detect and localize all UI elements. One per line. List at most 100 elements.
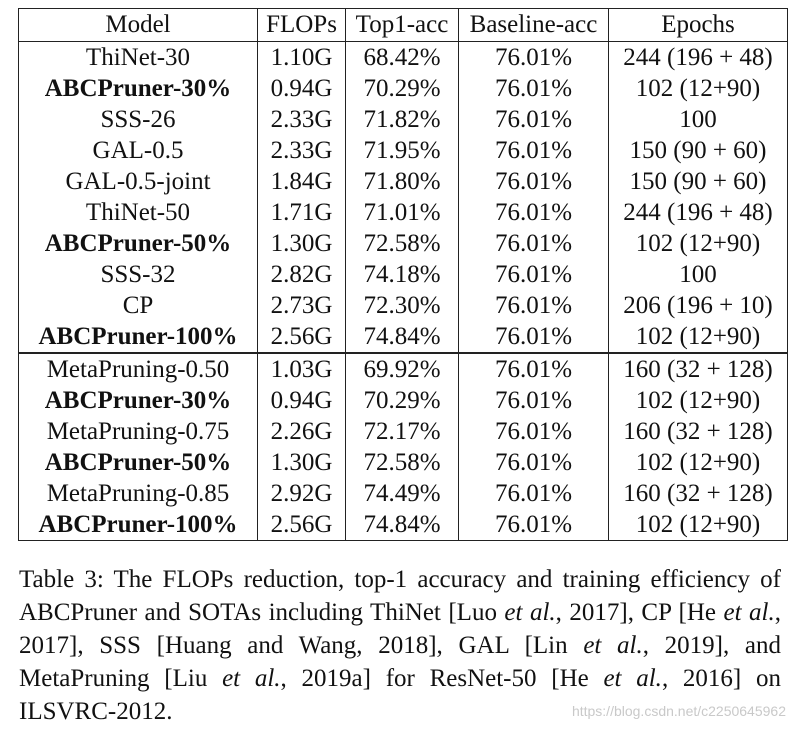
caption-italic: et al. bbox=[583, 632, 643, 659]
cell-top1-acc: 74.49% bbox=[345, 478, 459, 509]
cell-flops: 2.26G bbox=[257, 416, 346, 447]
cell-baseline-acc: 76.01% bbox=[458, 385, 609, 416]
table-row: ABCPruner-50% 1.30G 72.58% 76.01% 102 (12+90… bbox=[19, 447, 788, 478]
cell-baseline-acc: 76.01% bbox=[458, 228, 609, 259]
cell-top1-acc: 72.17% bbox=[345, 416, 459, 447]
cell-model: ABCPruner-100% bbox=[38, 510, 238, 538]
table-header-row: Model FLOPs Top1-acc Baseline-acc Epochs bbox=[18, 8, 788, 42]
table-row: ABCPruner-30% 0.94G 70.29% 76.01% 102 (12+90… bbox=[19, 385, 788, 416]
header-epochs: Epochs bbox=[608, 8, 788, 42]
cell-top1-acc: 68.42% bbox=[345, 41, 459, 73]
cell-model: SSS-26 bbox=[100, 105, 176, 133]
cell-epochs: 100 bbox=[608, 259, 788, 290]
cell-flops: 1.30G bbox=[257, 447, 346, 478]
cell-top1-acc: 74.84% bbox=[345, 509, 459, 541]
cell-top1-acc: 71.95% bbox=[345, 135, 459, 166]
watermark: https://blog.csdn.net/c2250645962 bbox=[571, 703, 786, 719]
table-row: MetaPruning-0.75 2.26G 72.17% 76.01% 160 (32… bbox=[19, 416, 788, 447]
cell-top1-acc: 74.84% bbox=[345, 321, 459, 353]
cell-top1-acc: 72.58% bbox=[345, 447, 459, 478]
header-top1-acc: Top1-acc bbox=[345, 8, 459, 42]
cell-top1-acc: 69.92% bbox=[345, 352, 459, 385]
cell-top1-acc: 70.29% bbox=[345, 385, 459, 416]
caption-italic: et al. bbox=[603, 665, 662, 692]
cell-baseline-acc: 76.01% bbox=[458, 352, 609, 385]
caption-italic: et al. bbox=[723, 599, 775, 626]
cell-epochs: 100 bbox=[608, 104, 788, 135]
cell-model: MetaPruning-0.75 bbox=[46, 417, 230, 445]
cell-epochs: 102 (12+90) bbox=[608, 228, 788, 259]
cell-flops: 1.03G bbox=[257, 352, 346, 385]
cell-baseline-acc: 76.01% bbox=[458, 41, 609, 73]
cell-baseline-acc: 76.01% bbox=[458, 197, 609, 228]
cell-top1-acc: 71.80% bbox=[345, 166, 459, 197]
cell-baseline-acc: 76.01% bbox=[458, 509, 609, 541]
cell-flops: 1.10G bbox=[257, 41, 346, 73]
cell-model: ThiNet-50 bbox=[85, 198, 191, 226]
cell-model: SSS-32 bbox=[100, 260, 176, 288]
cell-top1-acc: 71.82% bbox=[345, 104, 459, 135]
cell-flops: 2.33G bbox=[257, 104, 346, 135]
cell-epochs: 160 (32 + 128) bbox=[608, 352, 788, 385]
cell-model: ABCPruner-30% bbox=[44, 74, 232, 102]
cell-baseline-acc: 76.01% bbox=[458, 259, 609, 290]
cell-epochs: 150 (90 + 60) bbox=[608, 166, 788, 197]
cell-flops: 1.84G bbox=[257, 166, 346, 197]
table-row: SSS-26 2.33G 71.82% 76.01% 100 bbox=[19, 104, 788, 135]
header-flops: FLOPs bbox=[257, 8, 346, 42]
table-caption: Table 3: The FLOPs reduction, top-1 accu… bbox=[19, 563, 781, 728]
cell-flops: 2.73G bbox=[257, 290, 346, 321]
caption-italic: et al. bbox=[222, 665, 281, 692]
cell-epochs: 206 (196 + 10) bbox=[608, 290, 788, 321]
cell-baseline-acc: 76.01% bbox=[458, 73, 609, 104]
cell-flops: 1.30G bbox=[257, 228, 346, 259]
table-group-metapruning: MetaPruning-0.50 1.03G 69.92% 76.01% 160 (32… bbox=[18, 352, 788, 541]
table-row: ABCPruner-30% 0.94G 70.29% 76.01% 102 (12+90… bbox=[19, 73, 788, 104]
table-row: CP 2.73G 72.30% 76.01% 206 (196 + 10) bbox=[19, 290, 788, 321]
cell-flops: 0.94G bbox=[257, 385, 346, 416]
cell-flops: 2.92G bbox=[257, 478, 346, 509]
cell-model: GAL-0.5 bbox=[92, 136, 184, 164]
cell-model: ABCPruner-30% bbox=[44, 386, 232, 414]
table-row: MetaPruning-0.85 2.92G 74.49% 76.01% 160 (32… bbox=[19, 478, 788, 509]
cell-model: ThiNet-30 bbox=[85, 43, 191, 71]
caption-text: Table 3: The FLOPs reduction, top-1 accu… bbox=[19, 566, 781, 626]
table-row: SSS-32 2.82G 74.18% 76.01% 100 bbox=[19, 259, 788, 290]
cell-epochs: 102 (12+90) bbox=[608, 73, 788, 104]
table-row: GAL-0.5 2.33G 71.95% 76.01% 150 (90 + 60) bbox=[19, 135, 788, 166]
cell-baseline-acc: 76.01% bbox=[458, 135, 609, 166]
cell-model: ABCPruner-50% bbox=[44, 229, 232, 257]
caption-text: , 2019a] for ResNet-50 [He bbox=[280, 665, 604, 692]
cell-model: ABCPruner-50% bbox=[44, 448, 232, 476]
cell-baseline-acc: 76.01% bbox=[458, 416, 609, 447]
cell-epochs: 102 (12+90) bbox=[608, 385, 788, 416]
table-row: GAL-0.5-joint 1.84G 71.80% 76.01% 150 (90 + … bbox=[19, 166, 788, 197]
cell-top1-acc: 72.30% bbox=[345, 290, 459, 321]
results-table: Model FLOPs Top1-acc Baseline-acc Epochs… bbox=[18, 8, 788, 541]
header-baseline-acc: Baseline-acc bbox=[458, 8, 609, 42]
cell-baseline-acc: 76.01% bbox=[458, 478, 609, 509]
cell-epochs: 102 (12+90) bbox=[608, 447, 788, 478]
table-row: ThiNet-50 1.71G 71.01% 76.01% 244 (196 + 48) bbox=[19, 197, 788, 228]
cell-flops: 2.56G bbox=[257, 509, 346, 541]
cell-epochs: 244 (196 + 48) bbox=[608, 197, 788, 228]
table-row: ABCPruner-100% 2.56G 74.84% 76.01% 102 (12+9… bbox=[19, 321, 788, 353]
cell-baseline-acc: 76.01% bbox=[458, 447, 609, 478]
cell-baseline-acc: 76.01% bbox=[458, 104, 609, 135]
cell-flops: 1.71G bbox=[257, 197, 346, 228]
cell-model: GAL-0.5-joint bbox=[65, 167, 211, 195]
cell-baseline-acc: 76.01% bbox=[458, 290, 609, 321]
caption-text: , 2019], and MetaPruning [Liu bbox=[19, 632, 782, 692]
table-row: ThiNet-30 1.10G 68.42% 76.01% 244 (196 + 48) bbox=[19, 41, 788, 73]
cell-model: MetaPruning-0.50 bbox=[18, 352, 258, 385]
cell-baseline-acc: 76.01% bbox=[458, 321, 609, 353]
cell-flops: 0.94G bbox=[257, 73, 346, 104]
caption-italic: et al. bbox=[504, 599, 556, 626]
cell-epochs: 160 (32 + 128) bbox=[608, 478, 788, 509]
cell-model: MetaPruning-0.85 bbox=[46, 479, 230, 507]
cell-baseline-acc: 76.01% bbox=[458, 166, 609, 197]
cell-flops: 2.33G bbox=[257, 135, 346, 166]
cell-model: ABCPruner-100% bbox=[38, 322, 238, 350]
table-row: ABCPruner-50% 1.30G 72.58% 76.01% 102 (12+90… bbox=[19, 228, 788, 259]
cell-epochs: 150 (90 + 60) bbox=[608, 135, 788, 166]
